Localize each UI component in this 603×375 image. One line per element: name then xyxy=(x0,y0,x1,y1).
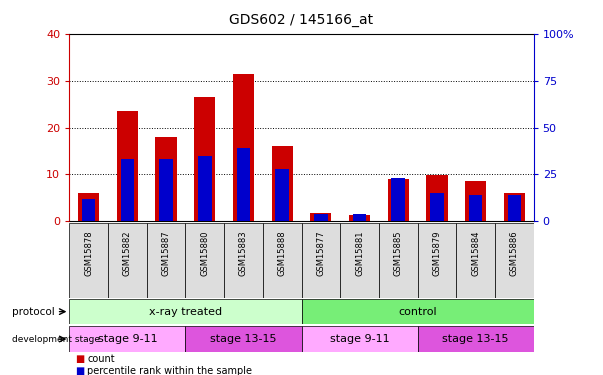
Text: GSM15884: GSM15884 xyxy=(471,231,480,276)
Bar xyxy=(82,199,95,221)
Bar xyxy=(147,223,186,298)
Bar xyxy=(469,195,482,221)
Bar xyxy=(379,223,417,298)
Text: stage 9-11: stage 9-11 xyxy=(330,334,390,344)
Bar xyxy=(302,299,534,324)
Text: protocol: protocol xyxy=(12,307,55,316)
Bar xyxy=(271,146,293,221)
Bar xyxy=(417,223,456,298)
Bar xyxy=(186,223,224,298)
Bar xyxy=(426,176,447,221)
Bar xyxy=(78,193,99,221)
Text: stage 13-15: stage 13-15 xyxy=(210,334,277,344)
Bar xyxy=(465,182,486,221)
Text: GSM15888: GSM15888 xyxy=(277,231,286,276)
Bar xyxy=(233,74,254,221)
Bar xyxy=(237,148,250,221)
Bar xyxy=(349,215,370,221)
Text: stage 13-15: stage 13-15 xyxy=(443,334,509,344)
Bar xyxy=(156,137,177,221)
Bar xyxy=(276,169,289,221)
Bar xyxy=(495,223,534,298)
Bar xyxy=(263,223,302,298)
Text: GSM15885: GSM15885 xyxy=(394,231,403,276)
Bar xyxy=(508,195,521,221)
Bar xyxy=(186,326,302,352)
Bar xyxy=(353,214,366,221)
Bar xyxy=(302,223,340,298)
Bar xyxy=(194,97,215,221)
Text: development stage: development stage xyxy=(12,334,100,344)
Bar xyxy=(69,299,302,324)
Bar xyxy=(159,159,173,221)
Text: stage 9-11: stage 9-11 xyxy=(98,334,157,344)
Text: GSM15880: GSM15880 xyxy=(200,231,209,276)
Text: ■: ■ xyxy=(75,366,84,375)
Bar xyxy=(198,156,212,221)
Text: GSM15878: GSM15878 xyxy=(84,231,93,276)
Bar xyxy=(417,326,534,352)
Text: GSM15886: GSM15886 xyxy=(510,231,519,276)
Bar xyxy=(224,223,263,298)
Bar xyxy=(121,159,134,221)
Text: GSM15881: GSM15881 xyxy=(355,231,364,276)
Text: GDS602 / 145166_at: GDS602 / 145166_at xyxy=(229,13,374,27)
Bar xyxy=(302,326,417,352)
Text: ■: ■ xyxy=(75,354,84,364)
Bar xyxy=(69,223,108,298)
Text: GSM15883: GSM15883 xyxy=(239,231,248,276)
Text: GSM15882: GSM15882 xyxy=(123,231,132,276)
Text: GSM15887: GSM15887 xyxy=(162,231,171,276)
Bar xyxy=(430,193,444,221)
Bar xyxy=(310,213,332,221)
Text: GSM15877: GSM15877 xyxy=(317,231,326,276)
Bar xyxy=(504,193,525,221)
Text: x-ray treated: x-ray treated xyxy=(149,307,222,316)
Bar xyxy=(388,179,409,221)
Bar xyxy=(314,214,327,221)
Bar xyxy=(391,178,405,221)
Bar xyxy=(340,223,379,298)
Bar xyxy=(69,326,186,352)
Text: GSM15879: GSM15879 xyxy=(432,231,441,276)
Text: percentile rank within the sample: percentile rank within the sample xyxy=(87,366,253,375)
Bar xyxy=(117,111,138,221)
Bar xyxy=(456,223,495,298)
Text: control: control xyxy=(398,307,437,316)
Bar xyxy=(108,223,147,298)
Text: count: count xyxy=(87,354,115,364)
